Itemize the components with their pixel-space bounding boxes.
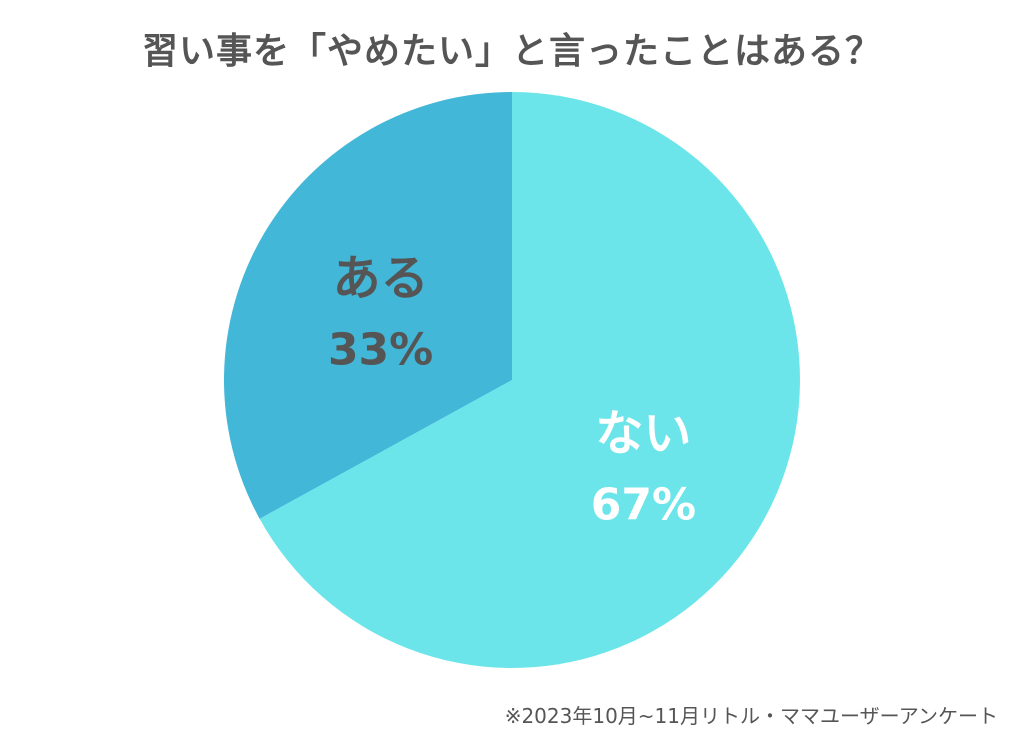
pie-slices (223, 92, 800, 668)
slice-percent-label: 33% (328, 324, 433, 375)
slice-category-label: ない (595, 406, 691, 462)
survey-footnote: ※2023年10月~11月リトル・ママユーザーアンケート (504, 704, 998, 728)
pie-slice-nai (259, 92, 800, 668)
pie-labels: ない 67% ある 33% (328, 250, 696, 530)
slice-category-label: ある (333, 250, 429, 306)
slice-percent-label: 67% (591, 480, 696, 531)
pie-slice-aru (223, 92, 512, 519)
chart-title: 習い事を「やめたい」と言ったことはある？ (141, 31, 882, 72)
